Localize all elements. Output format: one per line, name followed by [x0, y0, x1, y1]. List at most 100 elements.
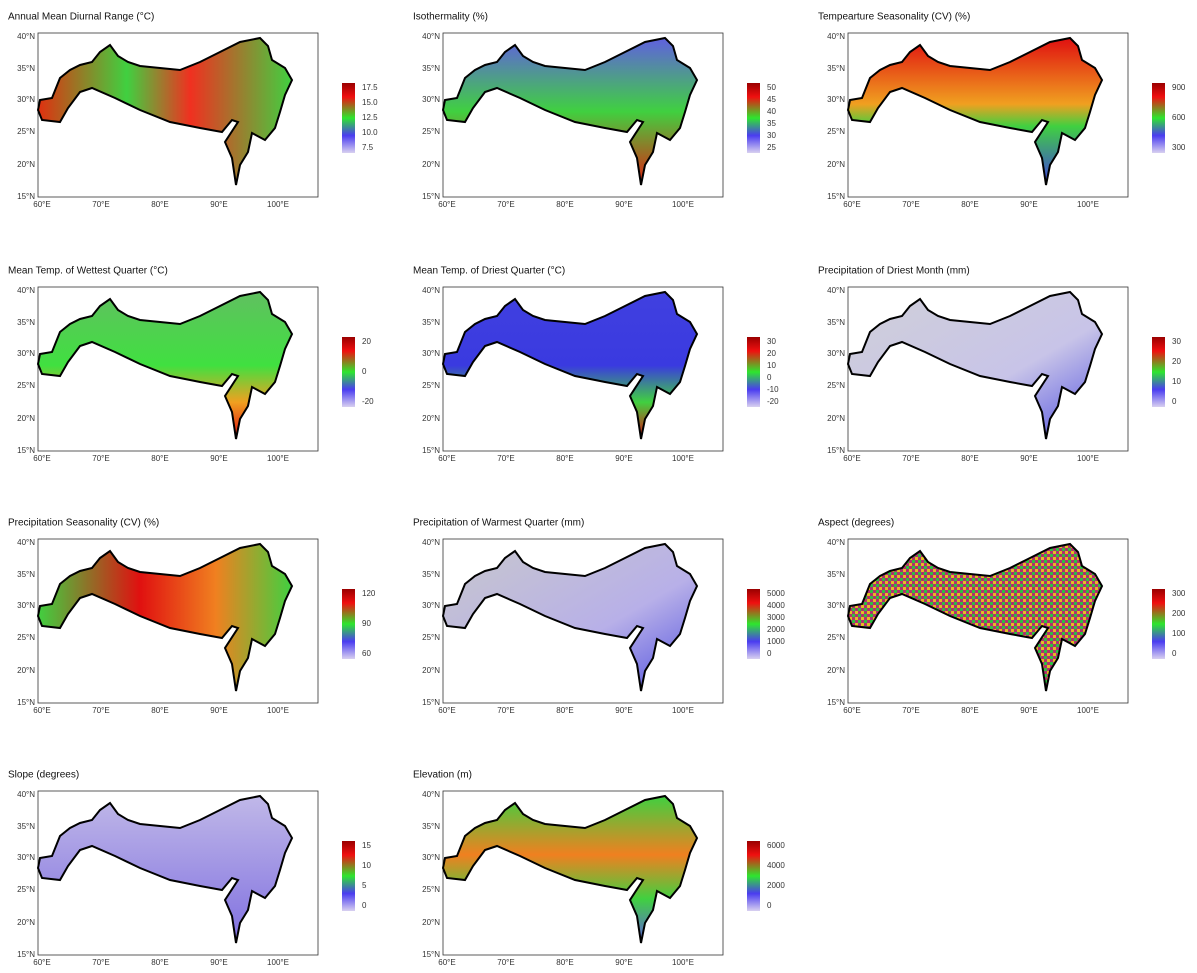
legend-label: -20 — [767, 397, 779, 406]
lat-label: 20°N — [827, 666, 845, 675]
lat-label: 20°N — [827, 160, 845, 169]
map-panel: Precipitation of Warmest Quarter (mm)40°… — [413, 518, 785, 715]
lat-label: 35°N — [422, 570, 440, 579]
colorbar — [342, 841, 355, 911]
map-panel: Mean Temp. of Driest Quarter (°C)40°N35°… — [413, 266, 779, 463]
colorbar — [342, 589, 355, 659]
lat-label: 35°N — [422, 822, 440, 831]
legend-label: 0 — [767, 649, 772, 658]
legend-label: 15 — [362, 841, 371, 850]
lat-label: 20°N — [827, 414, 845, 423]
lat-label: 20°N — [422, 918, 440, 927]
lat-label: 25°N — [422, 885, 440, 894]
panel-title: Elevation (m) — [413, 770, 472, 781]
lat-label: 30°N — [827, 349, 845, 358]
region — [443, 544, 697, 691]
lat-label: 40°N — [17, 538, 35, 547]
lon-label: 70°E — [92, 200, 109, 209]
lon-label: 60°E — [33, 200, 50, 209]
legend-label: 10.0 — [362, 128, 378, 137]
lat-label: 40°N — [827, 538, 845, 547]
lon-label: 70°E — [902, 200, 919, 209]
legend-label: 10 — [1172, 377, 1181, 386]
region — [38, 544, 292, 691]
lat-label: 40°N — [827, 286, 845, 295]
legend-label: 0 — [362, 901, 367, 910]
lon-label: 60°E — [843, 200, 860, 209]
map-panel: Tempearture Seasonality (CV) (%)40°N35°N… — [818, 12, 1186, 209]
lon-label: 70°E — [497, 200, 514, 209]
lon-label: 60°E — [33, 706, 50, 715]
lon-label: 90°E — [615, 706, 632, 715]
legend-label: 2000 — [767, 881, 785, 890]
lon-label: 100°E — [672, 706, 694, 715]
region — [443, 292, 697, 439]
lon-label: 70°E — [902, 706, 919, 715]
lat-label: 35°N — [17, 570, 35, 579]
lon-label: 90°E — [1020, 454, 1037, 463]
lat-label: 35°N — [17, 64, 35, 73]
lat-label: 25°N — [827, 633, 845, 642]
lat-label: 30°N — [422, 853, 440, 862]
colorbar — [342, 83, 355, 153]
legend-label: 0 — [1172, 397, 1177, 406]
lat-label: 35°N — [827, 318, 845, 327]
lon-label: 100°E — [672, 454, 694, 463]
lat-label: 35°N — [17, 318, 35, 327]
lat-label: 40°N — [17, 286, 35, 295]
lat-label: 35°N — [827, 570, 845, 579]
legend-label: 2000 — [767, 625, 785, 634]
colorbar — [342, 337, 355, 407]
lat-label: 20°N — [422, 160, 440, 169]
lon-label: 80°E — [556, 200, 573, 209]
figure: Annual Mean Diurnal Range (°C)40°N35°N30… — [0, 0, 1197, 973]
lat-label: 25°N — [422, 381, 440, 390]
map-grid: Annual Mean Diurnal Range (°C)40°N35°N30… — [0, 0, 1197, 973]
lat-label: 35°N — [422, 64, 440, 73]
lon-label: 100°E — [267, 958, 289, 967]
legend-label: 20 — [362, 337, 371, 346]
region — [848, 544, 1102, 691]
map-panel: Annual Mean Diurnal Range (°C)40°N35°N30… — [8, 12, 378, 209]
legend-label: 50 — [767, 83, 776, 92]
legend-label: 10 — [362, 861, 371, 870]
legend-label: 10 — [767, 361, 776, 370]
legend-label: 30 — [767, 337, 776, 346]
panel-title: Tempearture Seasonality (CV) (%) — [818, 12, 970, 23]
panel-title: Precipitation Seasonality (CV) (%) — [8, 518, 159, 529]
map-panel: Isothermality (%)40°N35°N30°N25°N20°N15°… — [413, 12, 776, 209]
lat-label: 40°N — [827, 32, 845, 41]
lat-label: 20°N — [17, 666, 35, 675]
region — [38, 292, 292, 439]
region — [443, 38, 697, 185]
legend-label: 20 — [767, 349, 776, 358]
panel-title: Precipitation of Driest Month (mm) — [818, 266, 970, 277]
legend-label: 5 — [362, 881, 367, 890]
lat-label: 25°N — [827, 381, 845, 390]
lat-label: 30°N — [827, 601, 845, 610]
legend-label: 100 — [1172, 629, 1186, 638]
lat-label: 35°N — [17, 822, 35, 831]
lon-label: 70°E — [497, 706, 514, 715]
legend-label: 1000 — [767, 637, 785, 646]
lon-label: 60°E — [843, 706, 860, 715]
colorbar — [747, 337, 760, 407]
region — [38, 796, 292, 943]
lat-label: 30°N — [422, 95, 440, 104]
lon-label: 90°E — [615, 200, 632, 209]
map-panel: Aspect (degrees)40°N35°N30°N25°N20°N15°N… — [818, 518, 1186, 715]
lon-label: 70°E — [497, 454, 514, 463]
lat-label: 30°N — [17, 853, 35, 862]
lat-label: 20°N — [17, 160, 35, 169]
lon-label: 90°E — [210, 454, 227, 463]
colorbar — [1152, 589, 1165, 659]
lon-label: 60°E — [438, 454, 455, 463]
lon-label: 100°E — [1077, 200, 1099, 209]
lon-label: 60°E — [438, 706, 455, 715]
lon-label: 80°E — [961, 706, 978, 715]
map-panel: Precipitation of Driest Month (mm) 40°N 35… — [818, 266, 1181, 463]
lat-label: 30°N — [17, 601, 35, 610]
legend-label: 30 — [1172, 337, 1181, 346]
lat-label: 40°N — [17, 32, 35, 41]
lon-label: 100°E — [267, 454, 289, 463]
